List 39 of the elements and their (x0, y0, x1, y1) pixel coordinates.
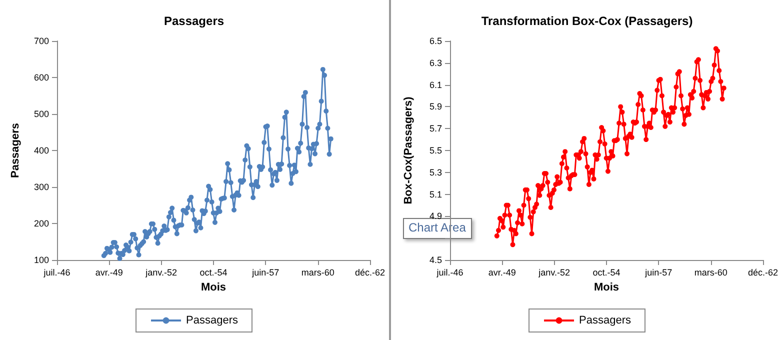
x-axis-title: Mois (200, 281, 226, 294)
chart-title: Transformation Box-Cox (Passagers) (481, 14, 693, 28)
y-tick-label: 600 (34, 72, 49, 82)
x-tick-label: juin-57 (644, 268, 672, 278)
y-tick-label: 4.5 (429, 255, 442, 265)
y-tick-label: 6.3 (429, 58, 442, 68)
chart-title: Passagers (164, 14, 224, 28)
x-tick-label: oct.-54 (200, 268, 228, 278)
x-tick-label: mars-60 (301, 268, 334, 278)
x-tick-label: juil.-46 (42, 268, 70, 278)
legend-label: Passagers (579, 314, 632, 326)
x-tick-label: déc.-62 (748, 268, 778, 278)
y-tick-label: 4.9 (429, 211, 442, 222)
y-tick-label: 400 (34, 146, 49, 156)
y-tick-label: 6.5 (429, 36, 442, 46)
y-tick-label: 5.1 (429, 189, 442, 200)
y-tick-label: 5.7 (429, 124, 442, 134)
y-tick-label: 700 (34, 36, 49, 46)
x-tick-label: mars-60 (694, 268, 728, 278)
legend-label: Passagers (186, 314, 238, 326)
y-tick-label: 6.1 (429, 80, 442, 90)
x-tick-label: déc.-62 (354, 268, 386, 278)
y-tick-label: 500 (34, 109, 49, 119)
y-tick-label: 200 (34, 218, 49, 228)
y-tick-label: 5.9 (429, 102, 442, 112)
y-tick-label: 100 (34, 255, 49, 265)
y-tick-label: 300 (34, 182, 49, 192)
x-axis-title: Mois (594, 281, 620, 294)
y-tick-label: 5.3 (429, 167, 442, 178)
x-tick-label: janv.-52 (144, 268, 177, 278)
x-tick-label: janv.-52 (538, 268, 570, 278)
x-tick-label: juil.-46 (436, 268, 464, 278)
y-tick-label: 5.5 (429, 146, 442, 156)
y-axis-title: Passagers (10, 122, 22, 178)
y-axis-title: Box-Cox(Passagers) (402, 96, 414, 204)
x-tick-label: oct.-54 (592, 268, 620, 278)
x-tick-label: avr.-49 (95, 268, 123, 278)
x-tick-label: avr.-49 (488, 268, 516, 278)
x-tick-label: juin-57 (251, 268, 280, 278)
